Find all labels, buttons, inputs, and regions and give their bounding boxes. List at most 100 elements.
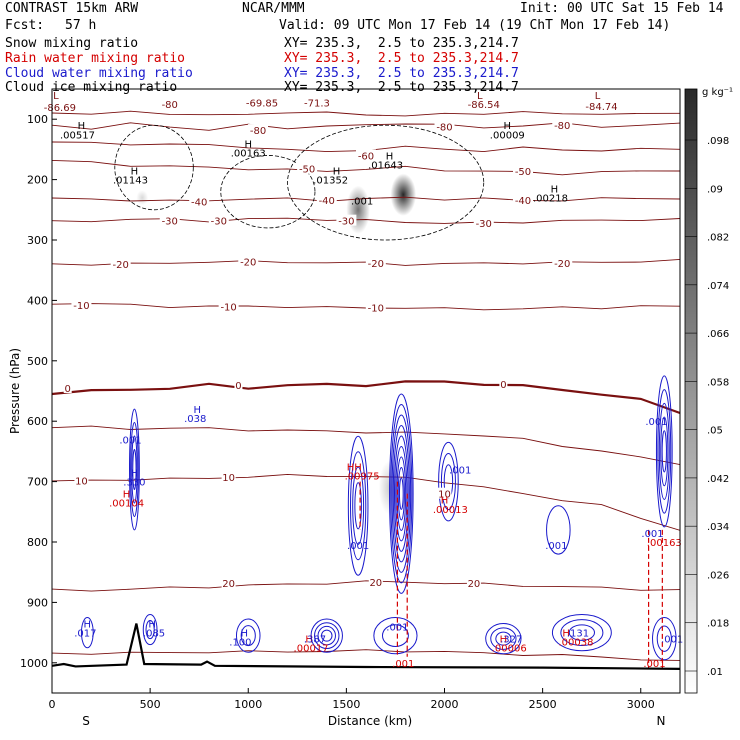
- cloud-water-contour-0-1: [130, 422, 139, 517]
- isotherm-label-8: -40: [319, 196, 335, 207]
- isotherm-label-0: -80: [250, 126, 266, 137]
- extremum-label-40: .085: [143, 629, 165, 640]
- extremum-label-10: H: [244, 139, 252, 150]
- isotherm-label-bg-0: [248, 124, 269, 136]
- isotherm-30-12: [52, 649, 680, 661]
- isotherm-label-2: -80: [554, 121, 570, 132]
- x-tick-label-0: 0: [49, 698, 56, 711]
- extremum-label-19: H: [504, 121, 512, 132]
- extremum-label-43: H: [305, 635, 313, 646]
- field-name-snow: Snow mixing ratio: [5, 36, 139, 51]
- extremum-label-23: .001: [119, 435, 141, 446]
- isotherm-label-20: -10: [368, 304, 384, 315]
- extremum-label-6: L: [595, 91, 601, 102]
- extremum-label-56: .00163: [647, 538, 682, 549]
- isotherm-label-bg-5: [297, 162, 318, 174]
- y-tick-label-5: 600: [27, 415, 48, 428]
- extremum-label-42: .100: [229, 638, 251, 649]
- x-tick-label-6: 3000: [627, 698, 655, 711]
- extremum-label-58: .001: [643, 659, 665, 670]
- isotherm-label-24: 10: [75, 476, 88, 487]
- isotherm--50-3: [52, 159, 680, 176]
- y-tick-label-9: 1000: [20, 657, 48, 670]
- cloud-water-contour-2-3: [354, 482, 362, 530]
- cloud-water-contour-5-0: [655, 375, 673, 528]
- cloud-water-contour-9-2: [317, 625, 336, 646]
- isotherm-label-bg-1: [434, 120, 455, 132]
- isotherm-label-bg-27: [221, 577, 236, 589]
- colorbar-tick-label-9: .082: [707, 233, 729, 244]
- colorbar-tick-label-4: .042: [707, 474, 729, 485]
- isotherm-label-16: -20: [368, 259, 384, 270]
- colorbar-tick-label-7: .066: [707, 329, 729, 340]
- isotherm-label-bg-17: [552, 256, 573, 268]
- isotherm-label-bg-22: [234, 378, 243, 390]
- cloud-water-contour-6-0: [80, 617, 94, 649]
- isotherm-label-26: 10: [438, 490, 451, 501]
- extremum-label-1: -86.69: [44, 103, 76, 114]
- field-name-cloud-ice: Cloud ice mixing ratio: [5, 80, 178, 95]
- colorbar-tick-label-11: .098: [707, 136, 729, 147]
- snow-shade-2: [136, 190, 149, 206]
- cloud-water-contour-0-2: [131, 435, 138, 504]
- isotherm-label-bg-20: [365, 301, 386, 313]
- isotherm-label-bg-21: [63, 381, 72, 393]
- cloud-water-contour-11-0: [485, 623, 522, 655]
- extremum-label-32: .001: [347, 541, 369, 552]
- extremum-label-27: .330: [123, 478, 145, 489]
- extremum-label-29: .00104: [109, 499, 144, 510]
- cloud-ice-contour-2: [287, 124, 485, 241]
- plot-frame: [51, 88, 681, 694]
- cloud-water-contour-8-1: [240, 625, 256, 647]
- extremum-label-30: HH: [347, 463, 362, 474]
- isotherm-label-14: -20: [113, 260, 129, 271]
- isotherm-label-1: -80: [436, 122, 452, 133]
- x-tick-label-2: 1000: [234, 698, 262, 711]
- extremum-label-49: .327: [500, 635, 522, 646]
- x-tick-label-5: 2500: [529, 698, 557, 711]
- isotherm-label-bg-10: [159, 214, 180, 226]
- cloud-water-contour-7-1: [145, 620, 155, 640]
- extremum-label-33: .001: [449, 466, 471, 477]
- y-tick-label-0: 100: [27, 113, 48, 126]
- cloud-water-contour-5-2: [658, 402, 670, 500]
- field-name-cloud-water: Cloud water mixing ratio: [5, 66, 193, 81]
- extremum-label-2: -69.85: [246, 98, 278, 109]
- colorbar: [684, 88, 698, 694]
- isotherm-label-23: 0: [500, 380, 506, 391]
- cloud-ice-contour-1: [220, 155, 316, 229]
- isotherm-10-9: [52, 425, 680, 466]
- isotherm-label-bg-29: [466, 577, 481, 589]
- isotherm-label-12: -30: [338, 217, 354, 228]
- isotherm-label-bg-2: [552, 119, 573, 131]
- cloud-water-contour-5-3: [660, 416, 669, 487]
- isotherm-label-bg-9: [513, 194, 533, 206]
- x-axis-left-end: S: [82, 714, 90, 728]
- cloud-water-contour-4-0: [546, 505, 571, 555]
- forecast-label: Fcst:: [5, 18, 45, 33]
- isotherm-label-bg-8: [316, 194, 337, 206]
- cloud-water-contour-10-0: [373, 617, 418, 655]
- isotherm-label-bg-24: [74, 474, 89, 486]
- y-tick-label-4: 500: [27, 355, 48, 368]
- cloud-water-contour-12-2: [568, 624, 595, 641]
- isotherm-label-15: -20: [240, 258, 256, 269]
- cloud-water-contour-2-0: [347, 435, 369, 576]
- terrain-surface: [52, 623, 680, 670]
- isotherm-label-bg-19: [218, 300, 239, 312]
- extremum-label-51: H: [562, 629, 570, 640]
- y-tick-label-6: 700: [27, 476, 48, 489]
- model-title: CONTRAST 15km ARW: [5, 1, 139, 16]
- isotherm-label-bg-4: [356, 149, 376, 161]
- isotherm-label-9: -40: [515, 196, 531, 207]
- isotherm-label-7: -40: [191, 197, 207, 208]
- isotherm-label-bg-25: [221, 470, 236, 482]
- snow-shade-1: [390, 173, 417, 216]
- extremum-label-8: H: [78, 121, 86, 132]
- extremum-label-14: H: [333, 167, 341, 178]
- cloud-water-contour-11-2: [495, 631, 512, 646]
- extremum-label-25: .038: [184, 414, 206, 425]
- extremum-label-5: -86.54: [468, 100, 500, 111]
- cloud-water-contour-9-0: [310, 618, 343, 653]
- y-axis-title: Pressure (hPa): [8, 348, 22, 434]
